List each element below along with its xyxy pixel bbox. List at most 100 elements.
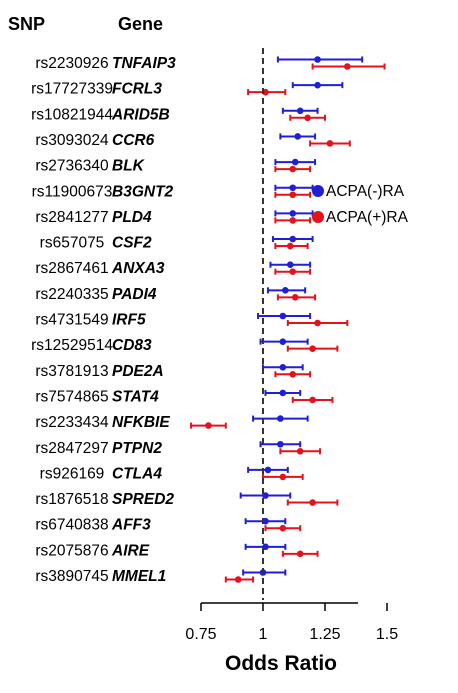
snp-column-header: SNP xyxy=(8,14,45,34)
gene-label: PTPN2 xyxy=(112,440,162,457)
snp-row: rs17727339 FCRL3 xyxy=(31,81,344,98)
snp-label: rs12529514 xyxy=(31,337,113,354)
x-tick-label: 0.75 xyxy=(185,626,216,643)
acpa-neg-odds-ratio-point xyxy=(291,158,299,166)
gene-label: CD83 xyxy=(112,337,152,354)
snp-row: rs2230926 TNFAIP3 xyxy=(35,55,386,72)
gene-label: B3GNT2 xyxy=(112,183,174,200)
gene-label: MMEL1 xyxy=(112,568,166,585)
snp-row: rs4731549 IRF5 xyxy=(35,312,349,329)
snp-label: rs2736340 xyxy=(35,158,109,175)
snp-row: rs6740838 AFF3 xyxy=(35,517,302,534)
snp-label: rs2075876 xyxy=(35,542,108,559)
gene-label: PLD4 xyxy=(112,209,152,226)
acpa-neg-odds-ratio-point xyxy=(279,389,287,397)
acpa-pos-odds-ratio-point xyxy=(279,473,287,481)
snp-label: rs2233434 xyxy=(35,414,109,431)
snp-label: rs1876518 xyxy=(35,491,108,508)
gene-label: SPRED2 xyxy=(112,491,174,508)
acpa-neg-odds-ratio-point xyxy=(289,184,297,192)
acpa-neg-odds-ratio-point xyxy=(282,287,289,294)
x-axis: 0.75 1 1.25 1.5 xyxy=(185,602,398,643)
snp-row: rs2867461 ANXA3 xyxy=(35,260,312,277)
snp-row: rs2736340 BLK xyxy=(35,158,317,175)
gene-label: NFKBIE xyxy=(112,414,170,431)
acpa-pos-odds-ratio-point xyxy=(309,499,316,506)
gene-label: TNFAIP3 xyxy=(112,55,176,72)
legend-marker xyxy=(312,185,324,197)
snp-label: rs7574865 xyxy=(35,388,108,405)
acpa-pos-odds-ratio-point xyxy=(291,294,299,301)
snp-label: rs657075 xyxy=(40,235,105,252)
acpa-pos-odds-ratio-point xyxy=(289,165,297,173)
gene-label: AIRE xyxy=(111,542,150,559)
snp-row: rs3890745 MMEL1 xyxy=(35,568,287,585)
acpa-pos-odds-ratio-point xyxy=(289,268,297,276)
acpa-neg-odds-ratio-point xyxy=(279,364,287,371)
gene-label: CCR6 xyxy=(112,132,155,149)
acpa-neg-odds-ratio-point xyxy=(279,312,287,320)
acpa-pos-odds-ratio-point xyxy=(309,396,316,404)
snp-label: rs3781913 xyxy=(35,363,108,380)
snp-row: rs11900673 B3GNT2 xyxy=(32,183,314,200)
snp-label: rs2841277 xyxy=(35,209,108,226)
acpa-pos-odds-ratio-point xyxy=(344,63,351,70)
snp-row: rs7574865 STAT4 xyxy=(35,388,334,405)
snp-row: rs2240335 PADI4 xyxy=(35,286,317,303)
acpa-pos-odds-ratio-point xyxy=(289,191,297,199)
snp-row: rs2841277 PLD4 xyxy=(35,209,314,226)
acpa-neg-odds-ratio-point xyxy=(294,133,302,140)
acpa-pos-odds-ratio-point xyxy=(296,447,304,455)
snp-row: rs2075876 AIRE xyxy=(35,542,319,559)
snp-row: rs2233434 NFKBIE xyxy=(35,414,309,431)
snp-row: rs657075 CSF2 xyxy=(40,235,314,252)
snp-label: rs11900673 xyxy=(32,183,113,200)
acpa-pos-odds-ratio-point xyxy=(289,217,297,224)
snp-label: rs3093024 xyxy=(35,132,109,149)
snp-row: rs1876518 SPRED2 xyxy=(35,491,339,508)
acpa-pos-odds-ratio-point xyxy=(234,576,242,583)
acpa-neg-odds-ratio-point xyxy=(264,466,272,474)
gene-label: AFF3 xyxy=(111,517,151,534)
acpa-pos-odds-ratio-point xyxy=(326,140,334,147)
gene-label: ANXA3 xyxy=(111,260,165,277)
legend-label: ACPA(+)RA xyxy=(326,209,409,226)
gene-label: ARID5B xyxy=(111,106,170,123)
acpa-neg-odds-ratio-point xyxy=(289,210,297,217)
acpa-neg-odds-ratio-point xyxy=(286,261,294,269)
acpa-neg-odds-ratio-point xyxy=(296,107,304,115)
gene-label: PADI4 xyxy=(112,286,157,303)
gene-column-header: Gene xyxy=(118,14,163,34)
acpa-neg-odds-ratio-point xyxy=(289,235,297,243)
snp-label: rs2867461 xyxy=(35,260,108,277)
legend-marker xyxy=(312,211,324,223)
x-tick-label: 1.25 xyxy=(309,626,340,643)
snp-row: rs3781913 PDE2A xyxy=(35,363,312,380)
acpa-pos-odds-ratio-point xyxy=(314,319,321,327)
x-tick-label: 1 xyxy=(259,626,268,643)
gene-label: CSF2 xyxy=(112,235,152,252)
acpa-neg-odds-ratio-point xyxy=(277,415,284,422)
snp-label: rs10821944 xyxy=(31,106,113,123)
gene-label: CTLA4 xyxy=(112,465,162,482)
snp-label: rs2230926 xyxy=(35,55,108,72)
acpa-neg-odds-ratio-point xyxy=(277,440,284,448)
legend-label: ACPA(-)RA xyxy=(326,183,405,200)
gene-label: IRF5 xyxy=(112,312,146,329)
gene-label: BLK xyxy=(112,158,146,175)
forest-rows: rs2230926 TNFAIP3 rs17727339 FCRL3 rs1082194… xyxy=(31,55,386,585)
snp-row: rs12529514 CD83 xyxy=(31,337,339,354)
acpa-pos-odds-ratio-point xyxy=(304,114,311,122)
acpa-pos-odds-ratio-point xyxy=(205,422,212,429)
acpa-pos-odds-ratio-point xyxy=(279,524,287,532)
snp-label: rs17727339 xyxy=(31,81,113,98)
snp-label: rs2240335 xyxy=(35,286,108,303)
gene-label: PDE2A xyxy=(112,363,164,380)
gene-label: STAT4 xyxy=(112,388,159,405)
snp-row: rs3093024 CCR6 xyxy=(35,132,351,149)
acpa-pos-odds-ratio-point xyxy=(309,345,316,352)
legend: ACPA(-)RA ACPA(+)RA xyxy=(312,183,409,226)
gene-label: FCRL3 xyxy=(112,81,162,98)
snp-row: rs10821944 ARID5B xyxy=(31,106,326,123)
